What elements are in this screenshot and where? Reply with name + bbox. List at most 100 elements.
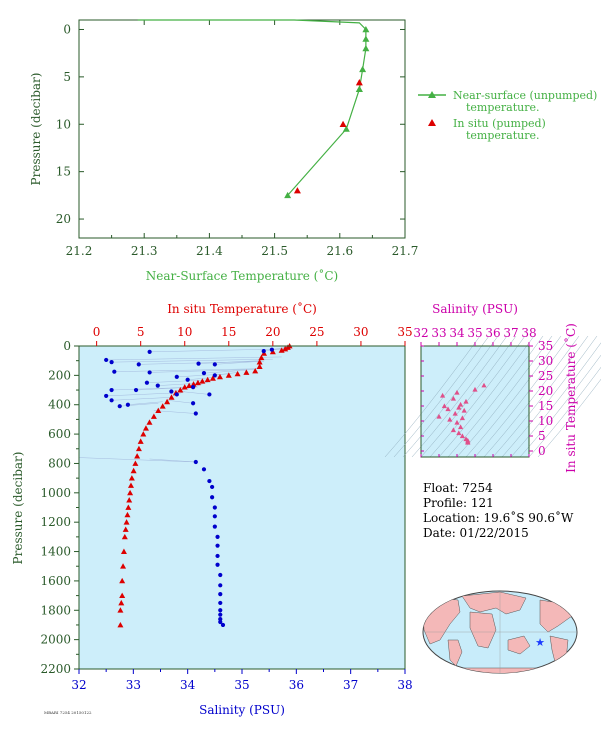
float-info: Float: 7254 Profile: 121 Location: 19.6˚… bbox=[423, 481, 574, 540]
salinity-point bbox=[109, 398, 114, 403]
ts-sal-tick-label: 33 bbox=[431, 326, 446, 340]
main-chart-ylabel: Pressure (decibar) bbox=[11, 452, 25, 565]
density-contour bbox=[384, 335, 481, 458]
ts-point bbox=[481, 382, 487, 388]
top-chart-xlabel: Near-Surface Temperature (˚C) bbox=[146, 268, 338, 283]
density-contour bbox=[519, 354, 601, 458]
sample-guide-line bbox=[106, 356, 282, 361]
sample-guide-line bbox=[106, 392, 176, 397]
temperature-point bbox=[190, 381, 197, 387]
pres-tick-label: 2200 bbox=[40, 662, 71, 676]
sal-tick-label: 32 bbox=[71, 678, 86, 692]
sample-guide-line bbox=[153, 410, 196, 414]
salinity-point bbox=[218, 583, 223, 588]
salinity-point bbox=[218, 612, 223, 617]
top-chart: 21.2 21.3 21.4 21.5 21.6 21.7 0 5 10 15 20 Near-Su… bbox=[29, 19, 597, 283]
ts-point bbox=[454, 419, 460, 425]
ts-point bbox=[458, 424, 464, 430]
sample-guide-line bbox=[167, 400, 194, 404]
temperature-point bbox=[168, 394, 175, 400]
pres-tick-label: 400 bbox=[48, 398, 71, 412]
ts-point bbox=[445, 406, 451, 412]
ts-temp-tick-label: 20 bbox=[538, 384, 553, 398]
ts-point bbox=[452, 410, 458, 416]
density-contour bbox=[492, 335, 589, 458]
salinity-point bbox=[212, 524, 217, 529]
ts-sal-tick-label: 35 bbox=[467, 326, 482, 340]
sal-tick-label: 34 bbox=[180, 678, 196, 692]
sal-tick-label: 35 bbox=[234, 678, 249, 692]
top-xtick-label: 21.5 bbox=[261, 244, 288, 258]
sal-tick-label: 36 bbox=[289, 678, 304, 692]
sample-guide-line bbox=[180, 391, 210, 395]
top-ytick-label: 15 bbox=[56, 165, 71, 179]
top-chart-frame bbox=[78, 19, 406, 239]
salinity-point bbox=[185, 377, 190, 382]
top-xtick-label: 21.7 bbox=[392, 244, 419, 258]
sample-guide-line bbox=[111, 358, 273, 363]
pres-tick-label: 1400 bbox=[40, 545, 71, 559]
density-contour bbox=[438, 335, 535, 458]
salinity-point bbox=[136, 362, 141, 367]
temp-tick-label: 0 bbox=[93, 325, 101, 339]
main-chart-bottom-label: Salinity (PSU) bbox=[199, 703, 285, 717]
ts-sal-tick-label: 38 bbox=[521, 326, 536, 340]
temperature-point bbox=[119, 592, 126, 598]
sal-tick-label: 37 bbox=[343, 678, 358, 692]
temperature-point bbox=[130, 467, 137, 474]
salinity-point bbox=[144, 380, 150, 385]
temperature-point bbox=[186, 382, 193, 389]
sample-guide-line bbox=[203, 369, 247, 374]
temperature-point bbox=[120, 563, 127, 569]
salinity-point bbox=[155, 383, 160, 388]
top-ytick-label: 5 bbox=[63, 70, 71, 84]
legend-pumped-label-1: In situ (pumped) bbox=[453, 117, 546, 130]
ts-point bbox=[450, 427, 456, 433]
temperature-point bbox=[119, 577, 126, 584]
top-xtick-label: 21.2 bbox=[66, 244, 93, 258]
temperature-point bbox=[132, 460, 139, 466]
salinity-point bbox=[133, 387, 139, 393]
temperature-point bbox=[282, 345, 289, 352]
sample-guide-line bbox=[198, 360, 262, 364]
pres-tick-label: 200 bbox=[48, 368, 71, 382]
salinity-point bbox=[218, 600, 223, 606]
temp-tick-label: 10 bbox=[177, 325, 192, 339]
salinity-point bbox=[169, 389, 174, 394]
salinity-point bbox=[215, 543, 220, 548]
salinity-point bbox=[215, 562, 220, 567]
sample-guide-line bbox=[214, 361, 260, 365]
ts-sal-tick-label: 36 bbox=[485, 326, 500, 340]
salinity-point bbox=[207, 478, 212, 484]
sample-guide-line bbox=[138, 361, 265, 365]
temperature-point bbox=[146, 419, 153, 425]
salinity-point bbox=[193, 459, 198, 465]
density-contour bbox=[537, 378, 601, 458]
temperature-point bbox=[155, 407, 162, 413]
temperature-point bbox=[194, 379, 201, 386]
temperature-point bbox=[142, 425, 149, 431]
temperature-point bbox=[124, 511, 131, 518]
salinity-point bbox=[212, 505, 217, 510]
pres-tick-label: 0 bbox=[63, 339, 71, 353]
density-contour bbox=[474, 335, 571, 458]
salinity-point bbox=[215, 553, 220, 559]
temperature-point bbox=[252, 367, 259, 374]
ts-sal-tick-label: 34 bbox=[449, 326, 465, 340]
ts-temp-tick-label: 0 bbox=[538, 444, 546, 458]
unpumped-temperature-point bbox=[362, 25, 370, 33]
density-contour bbox=[456, 335, 553, 458]
ts-point bbox=[456, 404, 462, 410]
temperature-point bbox=[256, 359, 263, 365]
salinity-point bbox=[191, 385, 196, 390]
temperature-point bbox=[134, 453, 141, 459]
salinity-point bbox=[218, 608, 223, 613]
temperature-point bbox=[181, 384, 188, 390]
salinity-point bbox=[201, 467, 207, 472]
salinity-point bbox=[191, 401, 196, 406]
salinity-point bbox=[147, 370, 152, 375]
sample-guide-line bbox=[114, 368, 260, 372]
ts-temp-tick-label: 10 bbox=[538, 414, 553, 428]
